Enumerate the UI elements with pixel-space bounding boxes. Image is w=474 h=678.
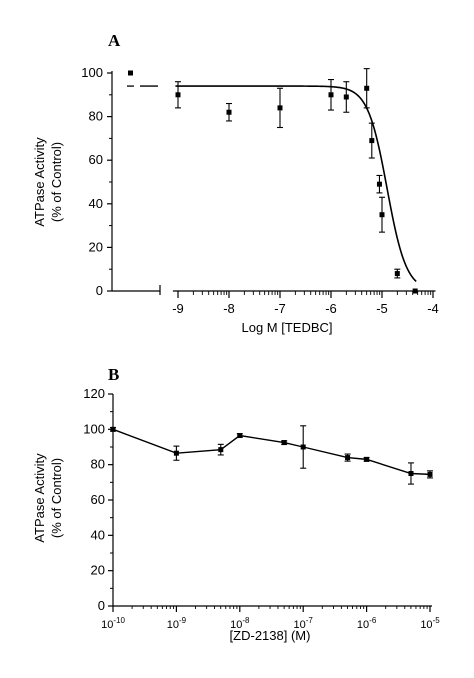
panel-a-point (368, 122, 375, 159)
panel-b-point (281, 440, 288, 446)
panel-a-point (328, 78, 334, 111)
panel-a-y-tick-label: 80 (89, 109, 103, 124)
panel-a-ylabel-line2: (% of Control) (49, 142, 64, 222)
panel-b-x-tick-label: 10-9 (167, 616, 187, 631)
panel-b-y-tick-label: 120 (83, 386, 105, 401)
panel-b-y-tick-label: 20 (91, 563, 105, 578)
panel-b-y-tick-label: 100 (83, 421, 105, 436)
panel-b-axes (108, 393, 432, 612)
panel-a-point (412, 288, 418, 294)
panel-a-ylabel-line1: ATPase Activity (32, 137, 47, 227)
panel-b: B ATPase Activity (% of Control) [ZD-213… (32, 365, 440, 643)
panel-b-ylabel-line1: ATPase Activity (32, 453, 47, 543)
panel-b-point (110, 426, 116, 432)
panel-b-series-line (112, 428, 431, 476)
panel-a-y-tick-label: 20 (89, 239, 103, 254)
panel-b-x-tick-label: 10-10 (101, 616, 125, 631)
panel-b-y-tick-label: 0 (98, 598, 105, 613)
panel-a-y-tick-label: 60 (89, 152, 103, 167)
panel-a-point (363, 68, 370, 109)
panel-a-control-point (128, 70, 133, 76)
panel-b-y-tick-label: 40 (91, 527, 105, 542)
panel-b-point (173, 445, 180, 461)
panel-a-point (343, 81, 350, 113)
panel-a-fit-line (175, 85, 417, 283)
panel-a-axes (107, 71, 436, 298)
panel-a-x-tick-label: -8 (223, 301, 235, 316)
panel-a-y-tick-label: 100 (81, 65, 103, 80)
panel-a-data-points (128, 68, 418, 294)
panel-b-point (300, 425, 307, 469)
panel-b-point (363, 456, 370, 462)
panel-b-tick-labels: 0 20 40 60 80 100 120 10-10 10-9 10-8 10-7 10-6 10-5 (83, 386, 440, 631)
panel-a-x-tick-label: -6 (325, 301, 337, 316)
panel-a-point (379, 196, 385, 233)
panel-b-xlabel: [ZD-2138] (M) (230, 628, 311, 643)
panel-a-point (376, 174, 383, 194)
panel-a: A ATPase Activity (% of Control) Log M [… (32, 31, 439, 335)
panel-b-y-tick-label: 80 (91, 457, 105, 472)
panel-a-x-tick-label: -9 (172, 301, 184, 316)
panel-b-data-points (110, 425, 433, 485)
panel-a-y-tick-label: 0 (96, 283, 103, 298)
panel-b-point (407, 462, 414, 485)
panel-a-xlabel: Log M [TEDBC] (241, 320, 332, 335)
panel-a-x-tick-label: -7 (274, 301, 286, 316)
panel-b-x-tick-label: 10-8 (230, 616, 250, 631)
panel-b-connecting-line (112, 428, 431, 476)
panel-b-point (236, 433, 243, 439)
panel-a-x-tick-label: -4 (427, 301, 439, 316)
panel-a-point (394, 268, 401, 279)
panel-a-tick-labels: 0 20 40 60 80 100 -9 -8 -7 -6 -5 -4 (81, 65, 438, 316)
panel-b-point (217, 443, 224, 456)
panel-b-x-tick-label: 10-7 (294, 616, 314, 631)
panel-a-fit-curve (127, 85, 417, 283)
panel-a-y-tick-label: 40 (89, 196, 103, 211)
panel-b-ylabel-line2: (% of Control) (49, 458, 64, 538)
panel-a-x-tick-label: -5 (376, 301, 388, 316)
panel-b-x-tick-label: 10-6 (357, 616, 377, 631)
panel-b-point (344, 453, 351, 462)
panel-b-x-tick-label: 10-5 (420, 616, 440, 631)
panel-a-point (277, 87, 283, 129)
panel-b-y-tick-label: 60 (91, 492, 105, 507)
panel-b-letter: B (108, 365, 119, 384)
panel-a-point (175, 81, 181, 109)
panel-a-letter: A (108, 31, 121, 50)
panel-b-point (427, 470, 433, 479)
panel-a-point (226, 102, 232, 122)
